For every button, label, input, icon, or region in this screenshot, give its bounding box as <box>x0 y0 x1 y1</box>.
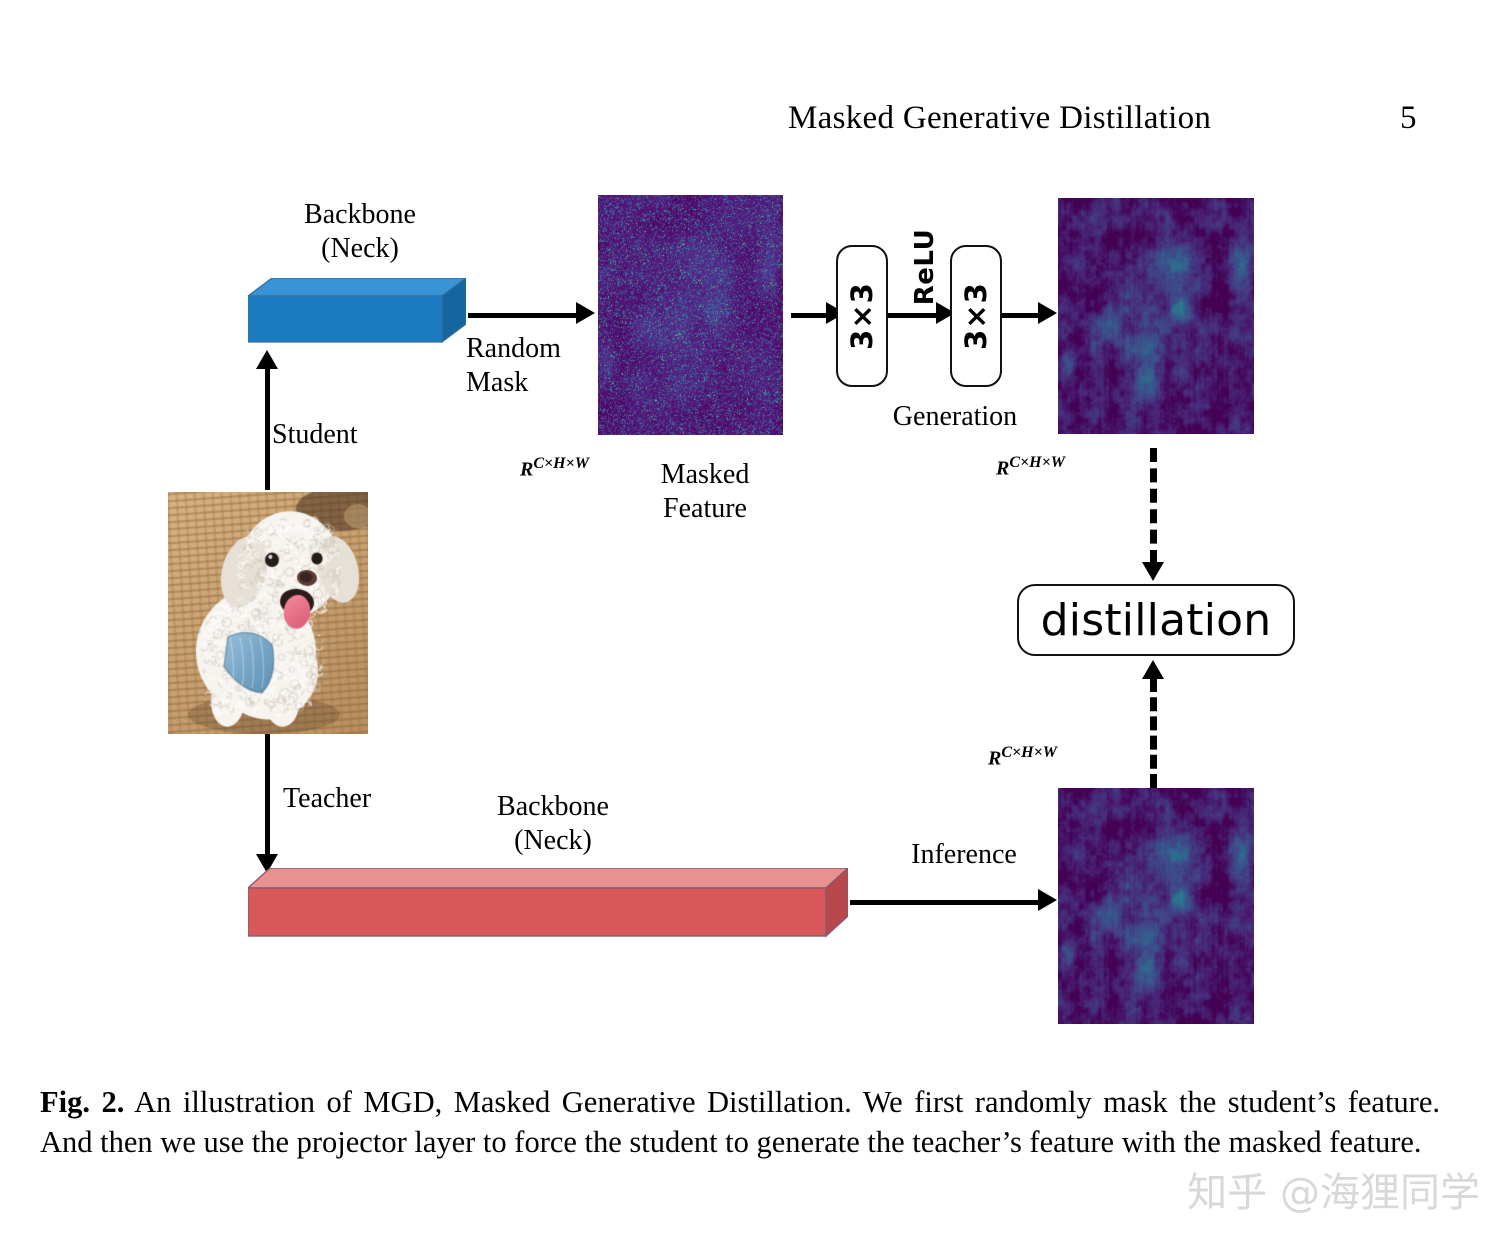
to-generated-arrow-line <box>1002 313 1038 318</box>
generated-feature-canvas <box>1058 198 1254 434</box>
input-image-dog <box>168 492 368 734</box>
inference-arrow-line <box>850 900 1038 905</box>
figure-caption: Fig. 2. An illustration of MGD, Masked G… <box>40 1082 1440 1163</box>
distill-top-arrow-head <box>1142 562 1164 581</box>
conv-3x3-box-2: 3×3 <box>950 245 1002 387</box>
relu-label: ReLU <box>910 228 940 306</box>
inference-label: Inference <box>911 839 1017 870</box>
to-conv1-arrow-line <box>791 313 826 318</box>
to-generated-arrow-head <box>1038 302 1057 324</box>
teacher-arrow-label: Teacher <box>283 783 372 814</box>
random-mask-arrow-head <box>576 302 595 324</box>
generated-feature-tensor-shape: RC×H×W <box>996 454 1065 481</box>
watermark: 知乎 @海狸同学 <box>1187 1170 1480 1216</box>
masked-feature-map <box>598 195 783 435</box>
conv-3x3-label-2: 3×3 <box>959 282 993 350</box>
tensor-sup: C×H×W <box>1009 454 1065 471</box>
student-backbone-label: Backbone (Neck) <box>304 199 416 264</box>
page-header-title: Masked Generative Distillation <box>788 100 1212 136</box>
inference-arrow-head <box>1038 889 1057 911</box>
figure-caption-text: An illustration of MGD, Masked Generativ… <box>40 1085 1441 1160</box>
tensor-R: R <box>520 458 534 481</box>
teacher-feature-tensor-shape: RC×H×W <box>988 744 1057 771</box>
teacher-backbone-box <box>246 866 850 940</box>
dog-photo-canvas <box>168 492 368 734</box>
student-arrow-head <box>256 350 278 369</box>
page-header: Masked Generative Distillation 5 <box>0 100 1508 146</box>
random-mask-arrow-line <box>468 313 576 318</box>
teacher-box-svg <box>246 866 850 938</box>
generation-label: Generation <box>892 401 1018 432</box>
student-arrow-label: Student <box>272 419 358 450</box>
student-arrow-line <box>265 368 270 490</box>
teacher-feature-canvas <box>1058 788 1254 1024</box>
distill-bottom-arrow-head <box>1142 660 1164 679</box>
distill-top-dashed-line <box>1150 448 1157 564</box>
conv-3x3-label-1: 3×3 <box>845 282 879 350</box>
masked-feature-label: Masked Feature <box>660 459 750 524</box>
tensor-sup: C×H×W <box>533 455 589 472</box>
tensor-sup: C×H×W <box>1001 744 1057 761</box>
student-box-svg <box>246 276 468 344</box>
relu-arrow-line <box>888 313 936 318</box>
teacher-feature-map <box>1058 788 1254 1024</box>
tensor-R: R <box>996 457 1010 480</box>
masked-feature-canvas <box>598 195 783 435</box>
page-number: 5 <box>1400 100 1417 136</box>
tensor-R: R <box>988 747 1002 770</box>
distillation-box[interactable]: distillation <box>1017 584 1295 656</box>
distill-bottom-dashed-line <box>1150 678 1157 788</box>
masked-feature-tensor-shape: RC×H×W <box>520 455 589 482</box>
figure-caption-label: Fig. 2. <box>40 1085 125 1119</box>
student-backbone-box <box>246 276 468 346</box>
teacher-backbone-label: Backbone (Neck) <box>497 791 609 856</box>
generated-feature-map <box>1058 198 1254 434</box>
conv-3x3-box-1: 3×3 <box>836 245 888 387</box>
teacher-arrow-line <box>265 734 270 854</box>
random-mask-label: Random Mask <box>466 333 561 398</box>
distillation-label: distillation <box>1040 594 1272 646</box>
